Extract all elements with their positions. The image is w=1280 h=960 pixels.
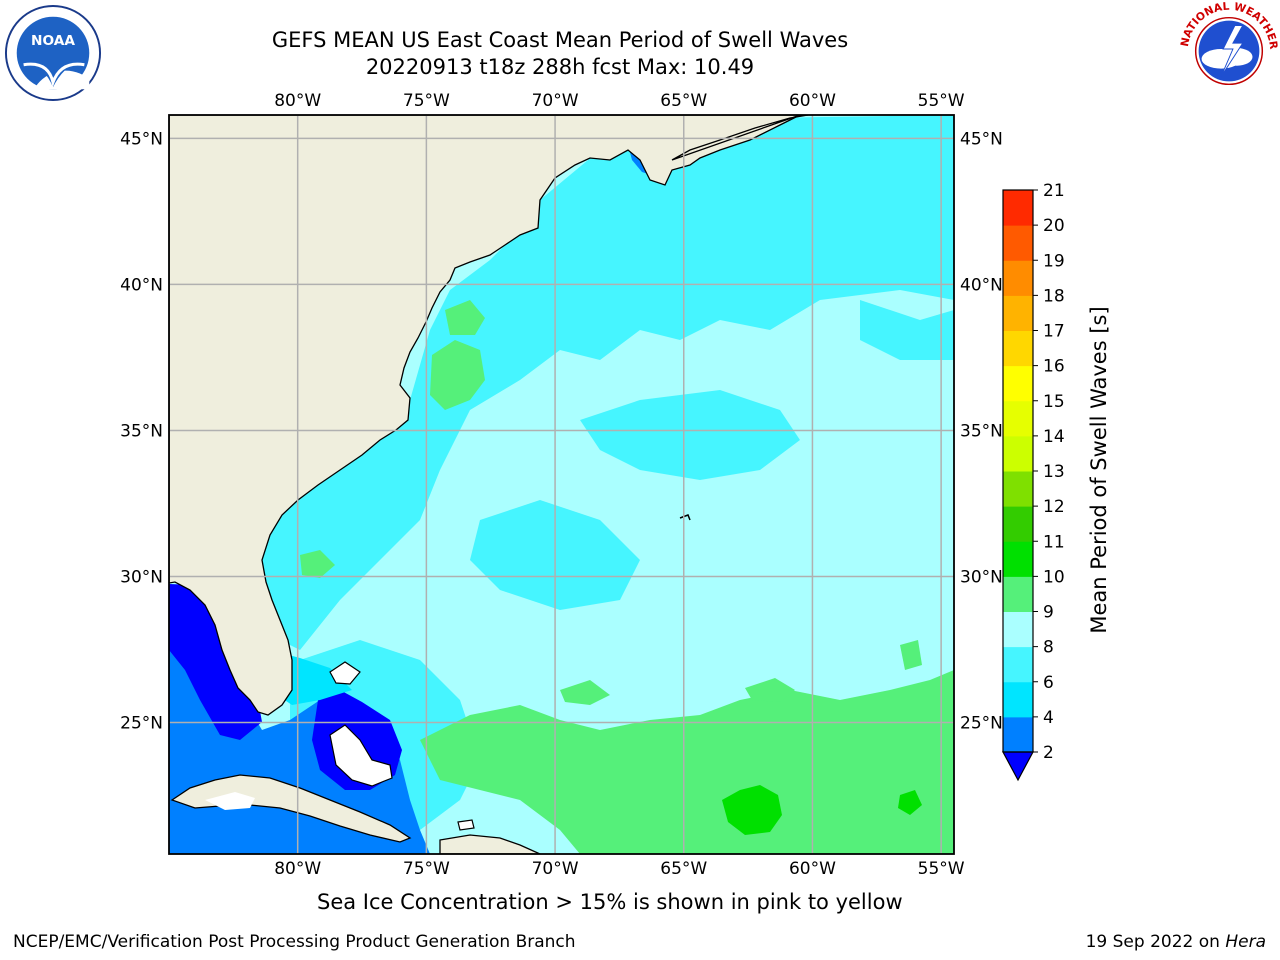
lon-label-bottom: 70°W — [532, 859, 579, 879]
lat-label-right: 25°N — [960, 714, 1003, 734]
lon-label-bottom: 55°W — [918, 859, 965, 879]
lon-label-bottom: 65°W — [660, 859, 707, 879]
colorbar-segment — [1003, 190, 1033, 226]
lon-label-top: 55°W — [918, 91, 965, 111]
colorbar-tick-label: 11 — [1043, 532, 1065, 552]
swell-region-10-11s — [898, 790, 922, 815]
swell-region-6-8s — [860, 300, 954, 360]
footer-credit: NCEP/EMC/Verification Post Processing Pr… — [13, 932, 576, 952]
lat-label-left: 30°N — [120, 568, 163, 588]
lon-label-top: 65°W — [660, 91, 707, 111]
lat-label-left: 45°N — [120, 129, 163, 149]
colorbar-segment — [1003, 506, 1033, 542]
colorbar-tick-label: 9 — [1043, 603, 1054, 623]
colorbar-tick-label: 4 — [1043, 708, 1054, 728]
footer-date: 19 Sep 2022 on Hera — [1086, 932, 1266, 952]
colorbar-segment — [1003, 330, 1033, 367]
lat-label-right: 35°N — [960, 421, 1003, 441]
footer-date-text: 19 Sep 2022 on — [1085, 932, 1226, 952]
footer-host: Hera — [1225, 932, 1266, 952]
colorbar-tick-label: 20 — [1043, 216, 1065, 236]
colorbar-segment — [1003, 681, 1033, 718]
colorbar-segment — [1003, 541, 1033, 577]
land-puerto-rico — [457, 819, 475, 831]
land-bermuda — [679, 514, 691, 521]
colorbar-tick-label: 8 — [1043, 638, 1054, 658]
axis-labels: 80°W 80°W 75°W 75°W 70°W 70°W 65°W 65°W 60°W 60°W… — [120, 91, 1003, 879]
colorbar-tick-label: 16 — [1043, 357, 1065, 377]
colorbar-tick-label: 15 — [1043, 392, 1065, 412]
lat-label-right: 30°N — [960, 568, 1003, 588]
swell-region-under-2s — [169, 584, 262, 740]
colorbar-segment — [1003, 260, 1033, 296]
land-nova-scotia — [671, 115, 809, 161]
colorbar-segment — [1003, 471, 1033, 507]
title-line-1: GEFS MEAN US East Coast Mean Period of S… — [271, 28, 849, 52]
land-hispaniola — [439, 834, 541, 854]
lat-label-right: 45°N — [960, 129, 1003, 149]
lon-label-top: 80°W — [274, 91, 321, 111]
colorbar-tick-label: 12 — [1043, 497, 1065, 517]
colorbar-label: Mean Period of Swell Waves [s] — [1087, 306, 1111, 633]
lon-label-bottom: 60°W — [789, 859, 836, 879]
lat-label-left: 40°N — [120, 275, 163, 295]
swell-region-9-10s — [445, 300, 485, 335]
swell-region-9-10s — [560, 680, 610, 705]
lat-label-left: 25°N — [120, 714, 163, 734]
lat-label-right: 40°N — [960, 275, 1003, 295]
colorbar-tick-label: 19 — [1043, 251, 1065, 271]
colorbar-under-triangle — [1001, 751, 1035, 782]
lon-label-bottom: 80°W — [274, 859, 321, 879]
swell-region-9-10s — [430, 340, 485, 410]
nws-logo: NATIONAL WEATHER SERVICE — [1180, 2, 1278, 99]
colorbar-segment — [1003, 646, 1033, 683]
colorbar-segment — [1003, 295, 1033, 331]
swell-region-6-8s — [262, 115, 954, 650]
svg-text:NOAA: NOAA — [31, 33, 75, 49]
colorbar-segment — [1003, 435, 1033, 472]
land-cuba-ice-white — [205, 792, 255, 810]
colorbar-tick-label: 21 — [1043, 181, 1065, 201]
colorbar-tick-label: 18 — [1043, 286, 1065, 306]
colorbar-tick-label: 6 — [1043, 673, 1054, 693]
land-north-america — [169, 115, 801, 716]
swell-region-9-10s — [745, 678, 795, 702]
colorbar-tick-label: 10 — [1043, 567, 1065, 587]
sea-ice-note: Sea Ice Concentration > 15% is shown in … — [317, 890, 903, 914]
swell-region-9-10s — [420, 670, 954, 854]
noaa-logo: NOAA — [4, 4, 102, 102]
title-line-2: 20220913 t18z 288h fcst Max: 10.49 — [365, 55, 755, 79]
land-andros — [329, 661, 361, 685]
graticule — [169, 115, 954, 854]
colorbar-tick-label: 2 — [1043, 743, 1054, 763]
colorbar: 2 4 6 8 9 10 11 12 13 14 15 16 17 18 19 20 21 — [1001, 181, 1065, 782]
colorbar-segment — [1003, 365, 1033, 402]
lon-label-top: 60°W — [789, 91, 836, 111]
colorbar-segment — [1003, 611, 1033, 648]
lon-label-top: 75°W — [403, 91, 450, 111]
colorbar-tick-label: 17 — [1043, 322, 1065, 342]
colorbar-tick-label: 14 — [1043, 427, 1065, 447]
colorbar-segment — [1003, 400, 1033, 437]
colorbar-segment — [1003, 716, 1033, 753]
colorbar-segment — [1003, 576, 1033, 612]
swell-region-9-10s — [900, 640, 922, 670]
colorbar-tick-label: 13 — [1043, 462, 1065, 482]
colorbar-segment — [1003, 225, 1033, 261]
lon-label-top: 70°W — [532, 91, 579, 111]
map-frame — [168, 114, 955, 855]
lat-label-left: 35°N — [120, 421, 163, 441]
swell-region-9-10s — [300, 550, 335, 578]
map-plot — [169, 115, 954, 854]
land-bahamas — [329, 724, 393, 787]
lon-label-bottom: 75°W — [403, 859, 450, 879]
swell-region-6-8s — [580, 390, 800, 480]
swell-region-10-11s — [722, 785, 782, 835]
